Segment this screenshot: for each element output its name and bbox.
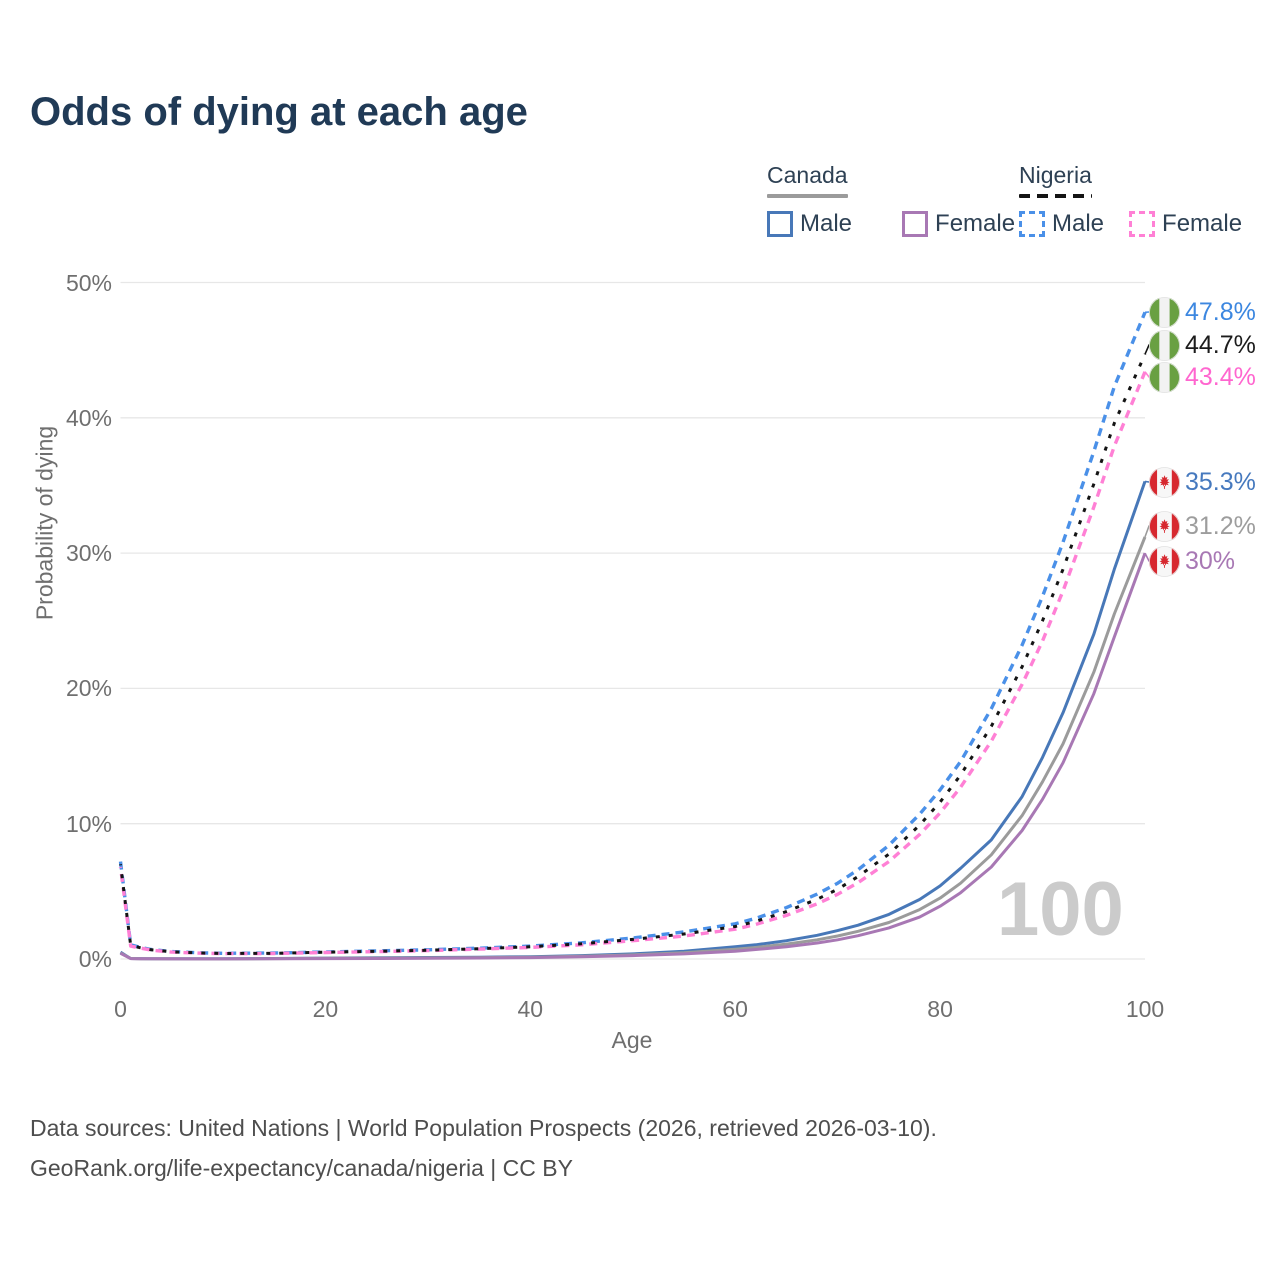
nigeria-flag-icon [1149, 296, 1180, 328]
end-label-canada-male: 35.3% [1149, 465, 1256, 499]
end-label-nigeria-male: 47.8% [1149, 295, 1256, 329]
legend-item-nigeria-male[interactable]: Male [1019, 210, 1104, 238]
y-tick-label: 20% [65, 675, 112, 702]
x-tick-label: 80 [927, 996, 953, 1022]
y-tick-label: 0% [78, 946, 112, 972]
page-title: Odds of dying at each age [30, 90, 528, 134]
series-line-canada-female[interactable] [119, 552, 1147, 961]
series-line-canada-both[interactable] [119, 536, 1147, 961]
y-tick-label: 40% [65, 404, 112, 431]
x-tick-label: 0 [114, 996, 127, 1022]
nigeria-flag-icon [1149, 329, 1180, 361]
end-value-nigeria-female: 43.4% [1185, 362, 1256, 391]
series-line-nigeria-female[interactable] [118, 371, 1147, 956]
canada-male-swatch-icon [767, 211, 793, 237]
series-line-nigeria-male[interactable] [118, 311, 1147, 955]
canada-flag-icon [1149, 466, 1180, 498]
legend-country-label: Nigeria [1019, 162, 1092, 188]
y-tick-label: 30% [65, 540, 112, 567]
nigeria-male-swatch-icon [1019, 211, 1045, 237]
legend-item-label: Female [935, 210, 1016, 237]
legend-item-label: Male [800, 210, 853, 237]
end-value-canada-male: 35.3% [1185, 467, 1256, 496]
canada-flag-icon [1149, 510, 1180, 542]
legend-item-nigeria-female[interactable]: Female [1129, 210, 1242, 238]
legend-country-label: Canada [767, 162, 848, 188]
x-tick-label: 40 [517, 996, 544, 1022]
age-watermark: 100 [997, 867, 1124, 952]
nigeria-female-swatch-icon [1129, 211, 1156, 237]
canada-female-swatch-icon [902, 211, 929, 237]
end-value-canada-both: 31.2% [1185, 511, 1256, 540]
legend-group-canada: Canada Male Female [767, 162, 1015, 238]
legend-country-canada[interactable]: Canada [767, 162, 848, 198]
x-tick-label: 60 [722, 996, 748, 1022]
legend-item-canada-female[interactable]: Female [902, 210, 1015, 238]
legend-item-label: Female [1162, 210, 1243, 237]
end-value-nigeria-male: 47.8% [1185, 297, 1256, 326]
footer: Data sources: United Nations | World Pop… [30, 1108, 937, 1189]
nigeria-flag-icon [1149, 361, 1180, 393]
canada-flag-icon [1149, 545, 1180, 577]
footer-link: GeoRank.org/life-expectancy/canada/niger… [30, 1155, 573, 1182]
y-tick-label: 10% [65, 810, 112, 837]
end-label-canada-female: 30% [1149, 544, 1235, 578]
end-label-canada-both: 31.2% [1149, 509, 1256, 543]
y-tick-label: 50% [65, 269, 112, 296]
legend-item-label: Male [1052, 210, 1105, 237]
x-tick-label: 100 [1125, 996, 1165, 1022]
legend-item-canada-male[interactable]: Male [767, 210, 852, 238]
end-value-canada-female: 30% [1185, 546, 1236, 575]
x-axis-title: Age [611, 1027, 653, 1053]
end-value-nigeria-both: 44.7% [1185, 330, 1256, 359]
y-axis-title: Probability of dying [31, 425, 58, 621]
series-line-nigeria-both[interactable] [119, 353, 1147, 955]
x-tick-label: 20 [312, 996, 339, 1022]
nigeria-line-style-swatch [1019, 194, 1092, 198]
end-label-nigeria-both: 44.7% [1149, 328, 1256, 362]
legend-country-nigeria[interactable]: Nigeria [1019, 162, 1092, 198]
footer-sources: Data sources: United Nations | World Pop… [30, 1115, 937, 1141]
canada-line-style-swatch [767, 194, 848, 198]
legend-group-nigeria: Nigeria Male Female [1019, 162, 1242, 238]
end-label-nigeria-female: 43.4% [1149, 360, 1256, 394]
